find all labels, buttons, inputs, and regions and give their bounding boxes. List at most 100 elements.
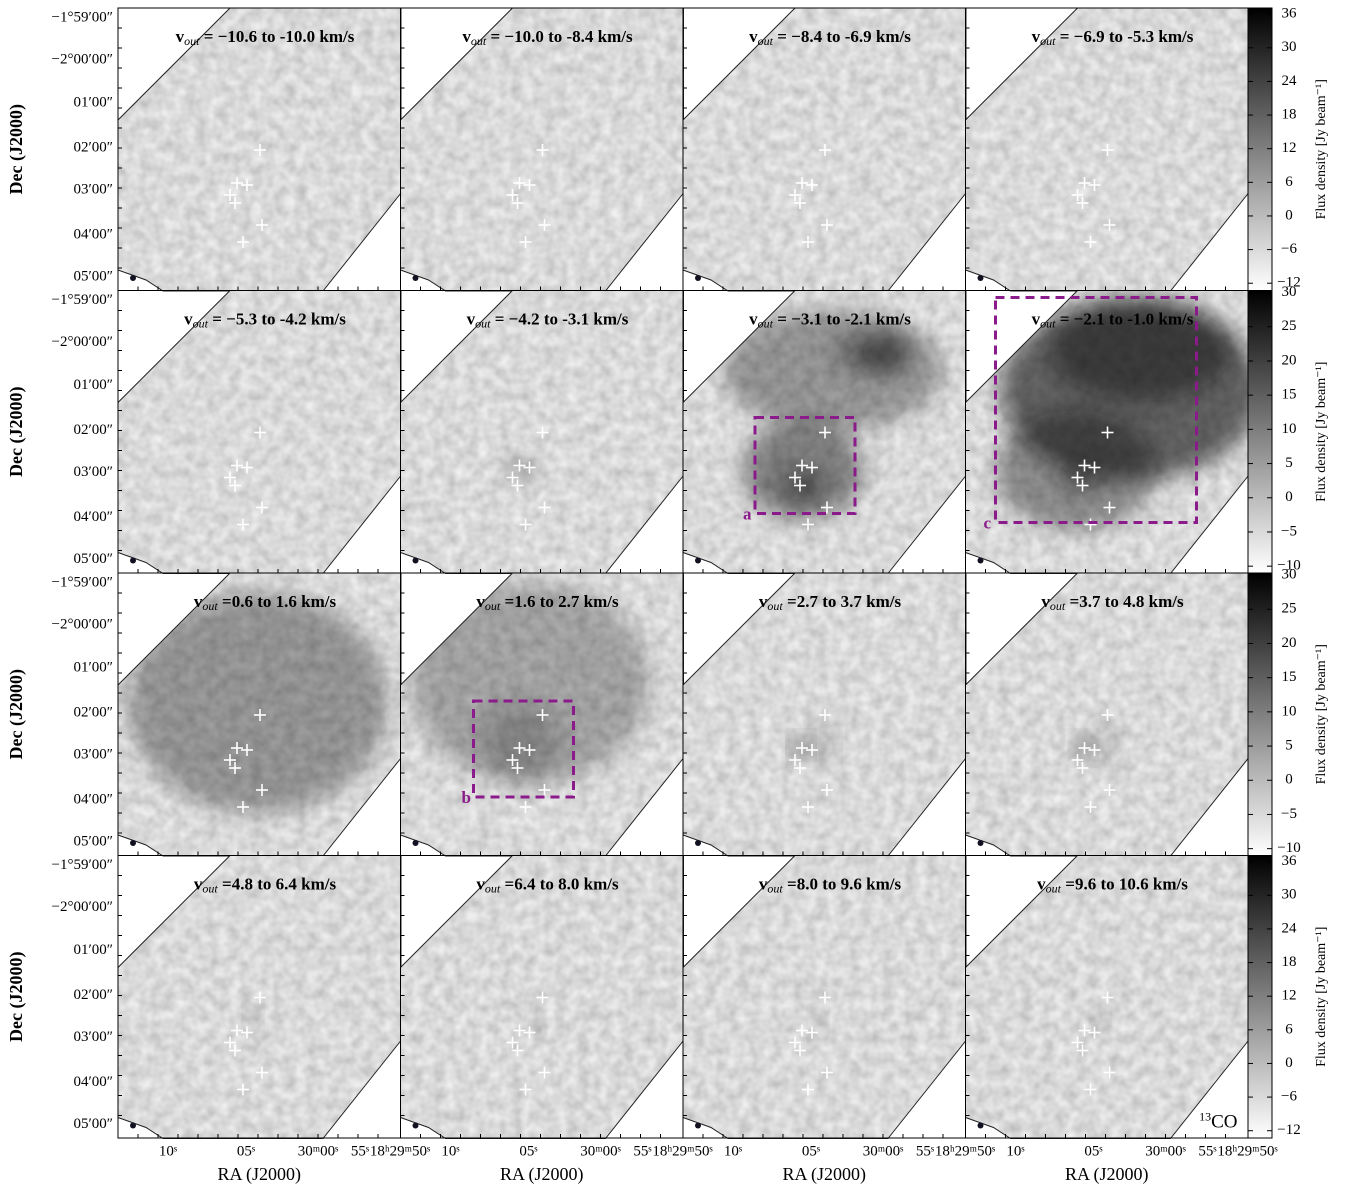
colorbar-tick-label: −5 <box>1281 806 1297 822</box>
colorbar-label: Flux density [Jy beam⁻¹] <box>1314 79 1329 219</box>
ra-tick-label: 05ˢ <box>237 1143 255 1159</box>
velocity-symbol: v <box>749 27 758 46</box>
colorbar <box>1247 572 1273 856</box>
dec-tick-label: 03′00″ <box>73 1029 113 1045</box>
velocity-range: =0.6 to 1.6 km/s <box>218 592 337 611</box>
emission <box>861 340 905 371</box>
zoom-box-label: a <box>743 504 752 523</box>
colorbar-tick-label: −12 <box>1277 275 1300 291</box>
velocity-range: =4.8 to 6.4 km/s <box>218 874 337 893</box>
y-axis-label: Dec (J2000) <box>6 387 27 477</box>
channel-panel: vout = −4.2 to -3.1 km/s <box>400 290 684 574</box>
colorbar-label: Flux density [Jy beam⁻¹] <box>1314 927 1329 1067</box>
line-label-text: CO <box>1211 1112 1237 1133</box>
colorbar-tick-label: 30 <box>1282 566 1297 582</box>
panel-title: vout =2.7 to 3.7 km/s <box>759 592 902 613</box>
dec-tick-label: −1°59′00″ <box>52 9 114 25</box>
velocity-symbol: v <box>462 27 471 46</box>
colorbar-tick-label: 36 <box>1282 6 1298 22</box>
ra-tick-label: 30ᵐ00ˢ <box>580 1143 621 1159</box>
velocity-subscript: out <box>475 316 491 330</box>
velocity-subscript: out <box>471 34 487 48</box>
velocity-subscript: out <box>767 881 783 895</box>
colorbar-tick-label: 15 <box>1282 669 1297 685</box>
panel-title: vout =6.4 to 8.0 km/s <box>476 874 619 895</box>
emission <box>505 458 536 483</box>
colorbar-tick-label: 30 <box>1282 284 1297 300</box>
colorbar-tick-label: 30 <box>1282 887 1297 903</box>
dec-tick-label: 02′00″ <box>73 987 113 1003</box>
ra-tick-label: 05ˢ <box>802 1143 820 1159</box>
colorbar-tick-label: 5 <box>1285 455 1293 471</box>
ra-tick-label: 10ˢ <box>441 1143 459 1159</box>
velocity-subscript: out <box>767 599 783 613</box>
velocity-range: = −8.4 to -6.9 km/s <box>773 27 911 46</box>
dec-tick-label: 05′00″ <box>73 268 113 284</box>
velocity-subscript: out <box>1040 34 1056 48</box>
dec-tick-label: 03′00″ <box>73 181 113 197</box>
colorbar-tick-label: 10 <box>1282 421 1297 437</box>
velocity-symbol: v <box>749 309 758 328</box>
ra-tick-label: 55ˢ <box>351 1143 369 1159</box>
velocity-range: =2.7 to 3.7 km/s <box>783 592 902 611</box>
colorbar-tick-label: 25 <box>1282 318 1297 334</box>
emission <box>1094 1005 1107 1036</box>
panel-title: vout = −5.3 to -4.2 km/s <box>184 309 346 330</box>
beam <box>695 275 701 281</box>
channel-panel: vout = −2.1 to -1.0 km/s c <box>965 290 1249 574</box>
colorbar-tick-label: −12 <box>1277 1122 1300 1138</box>
ra-tick-label: 05ˢ <box>519 1143 537 1159</box>
colorbar-tick-label: 24 <box>1282 73 1298 89</box>
colorbar-tick-label: 5 <box>1285 737 1293 753</box>
dec-tick-label: 04′00″ <box>73 791 113 807</box>
panel-title: vout =3.7 to 4.8 km/s <box>1041 592 1184 613</box>
ra-tick-label: 30ᵐ00ˢ <box>298 1143 339 1159</box>
beam <box>412 1122 419 1129</box>
colorbar-label: Flux density [Jy beam⁻¹] <box>1314 644 1329 784</box>
velocity-range: = −3.1 to -2.1 km/s <box>773 309 911 328</box>
dec-tick-label: 01′00″ <box>73 659 113 675</box>
dec-tick-label: 03′00″ <box>73 464 113 480</box>
channel-panel: vout = −3.1 to -2.1 km/s a <box>682 290 967 574</box>
dec-tick-label: 02′00″ <box>73 139 113 155</box>
velocity-symbol: v <box>759 874 768 893</box>
channel-panel: vout = −10.6 to -10.0 km/s <box>117 7 402 292</box>
velocity-subscript: out <box>1046 881 1062 895</box>
dec-tick-label: 01′00″ <box>73 94 113 110</box>
velocity-range: = −4.2 to -3.1 km/s <box>490 309 628 328</box>
colorbar-tick-label: 0 <box>1285 1055 1293 1071</box>
beam <box>695 840 701 846</box>
colorbar <box>1247 290 1273 574</box>
emission <box>1095 718 1116 768</box>
velocity-range: = −2.1 to -1.0 km/s <box>1055 309 1193 328</box>
panel-title: vout =1.6 to 2.7 km/s <box>476 592 619 613</box>
ra-tick-label: 10ˢ <box>1006 1143 1024 1159</box>
channel-panel: vout = −10.0 to -8.4 km/s <box>400 7 684 292</box>
colorbar-tick-label: −6 <box>1281 1089 1297 1105</box>
velocity-range: = −10.0 to -8.4 km/s <box>486 27 633 46</box>
dec-tick-label: 05′00″ <box>73 833 113 849</box>
x-axis-label: RA (J2000) <box>500 1164 584 1185</box>
beam <box>130 1122 136 1129</box>
panel-title: vout =9.6 to 10.6 km/s <box>1037 874 1188 895</box>
beam <box>977 557 984 564</box>
colorbar-tick-label: 24 <box>1282 920 1298 936</box>
velocity-subscript: out <box>485 881 501 895</box>
y-axis-label: Dec (J2000) <box>6 104 27 194</box>
zoom-box <box>753 416 857 515</box>
beam <box>977 1122 984 1129</box>
beam <box>695 557 701 564</box>
panel-title: vout = −8.4 to -6.9 km/s <box>749 27 911 48</box>
ra-tick-label: 30ᵐ00ˢ <box>1145 1143 1186 1159</box>
channel-panel: vout =0.6 to 1.6 km/s <box>117 572 402 857</box>
channel-panel: vout =3.7 to 4.8 km/s <box>965 572 1249 857</box>
velocity-range: = −10.6 to -10.0 km/s <box>199 27 354 46</box>
panel-title: vout = −6.9 to -5.3 km/s <box>1032 27 1194 48</box>
channel-panel: vout = −8.4 to -6.9 km/s <box>682 7 967 292</box>
dec-tick-label: 02′00″ <box>73 704 113 720</box>
emission <box>128 593 388 813</box>
ra-tick-label: 18ʰ29ᵐ50ˢ <box>1217 1143 1277 1159</box>
colorbar <box>1247 855 1273 1139</box>
velocity-subscript: out <box>758 316 774 330</box>
